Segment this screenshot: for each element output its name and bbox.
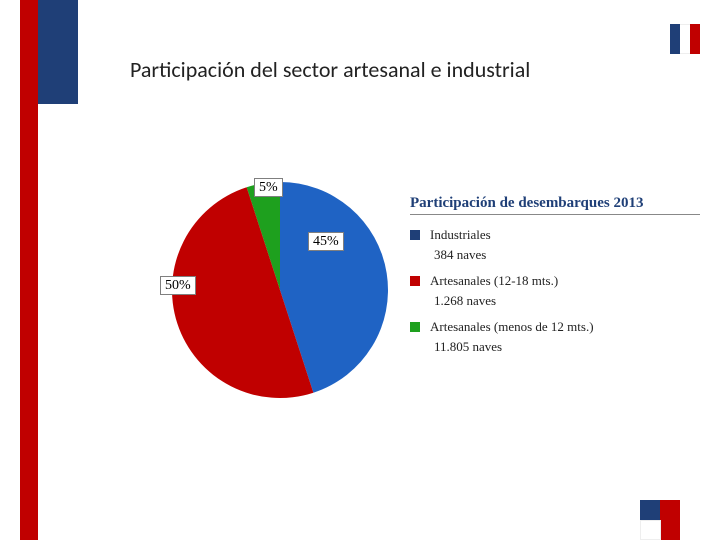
legend: Participación de desembarques 2013 Indus… (410, 195, 700, 365)
flag-q1 (640, 500, 660, 520)
legend-item-detail: 11.805 naves (410, 339, 700, 355)
legend-item-artesanales-12-18: Artesanales (12-18 mts.) (410, 273, 700, 289)
legend-item-industriales: Industriales (410, 227, 700, 243)
legend-swatch-artesanales-lt12 (410, 322, 420, 332)
legend-item-artesanales-lt12: Artesanales (menos de 12 mts.) (410, 319, 700, 335)
pie-label-45: 45% (308, 232, 344, 251)
left-rail (20, 0, 38, 540)
pie-chart (170, 180, 390, 400)
flag-badge-bottom (640, 500, 680, 540)
flag-q3 (640, 520, 661, 540)
flag-q2 (660, 500, 680, 520)
legend-item-label: Artesanales (menos de 12 mts.) (430, 319, 594, 334)
pie-label-5: 5% (254, 178, 283, 197)
flag-stripe-red (690, 24, 700, 54)
pie-label-50: 50% (160, 276, 196, 295)
flag-q4 (661, 520, 680, 540)
page-title: Participación del sector artesanal e ind… (130, 56, 530, 83)
legend-title: Participación de desembarques 2013 (410, 195, 700, 215)
flag-badge-top (670, 24, 700, 54)
title-accent-block (38, 0, 78, 104)
legend-item-detail: 1.268 naves (410, 293, 700, 309)
legend-swatch-artesanales-12-18 (410, 276, 420, 286)
slide-page: Participación del sector artesanal e ind… (0, 0, 720, 540)
legend-swatch-industriales (410, 230, 420, 240)
flag-stripe-white (680, 24, 690, 54)
legend-item-label: Industriales (430, 227, 491, 242)
pie-svg (170, 180, 390, 400)
legend-item-detail: 384 naves (410, 247, 700, 263)
flag-stripe-blue (670, 24, 680, 54)
legend-item-label: Artesanales (12-18 mts.) (430, 273, 558, 288)
